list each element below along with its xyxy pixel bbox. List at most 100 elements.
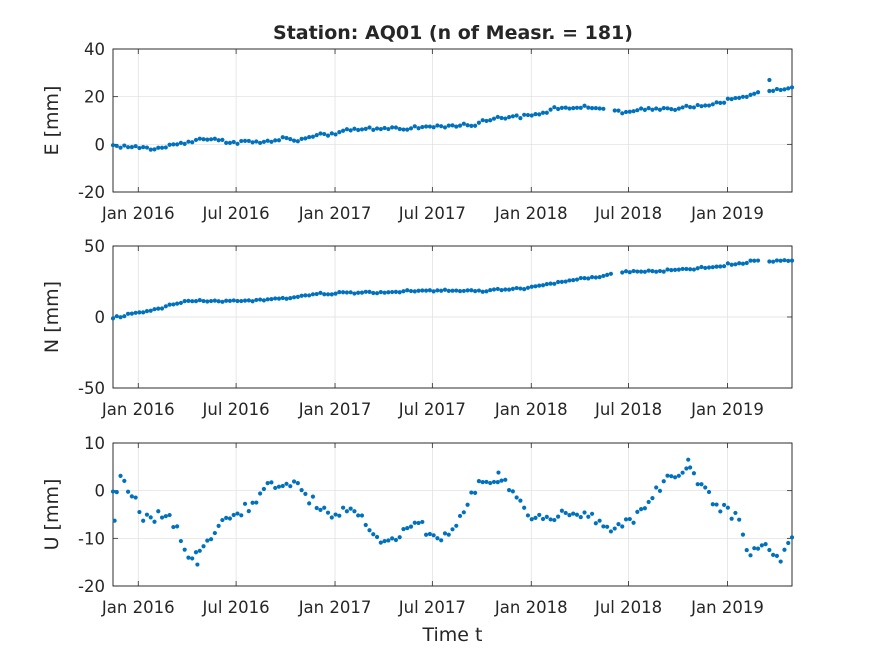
subplots: -20 0 20 40 Jan 2016 Jul 2016 Jan 2017 Jul 2017…: [41, 40, 795, 646]
data-point: [706, 103, 712, 108]
y-tick-label: 10: [84, 434, 105, 453]
data-point: [446, 288, 451, 293]
data-point: [680, 470, 685, 475]
data-point: [672, 475, 678, 480]
data-point: [571, 278, 576, 283]
data-point: [152, 147, 157, 152]
data-point: [774, 258, 780, 263]
data-point: [258, 491, 263, 496]
data-point: [212, 136, 217, 141]
data-point: [163, 514, 168, 519]
data-point: [665, 473, 670, 478]
data-point: [427, 288, 432, 293]
data-point: [786, 540, 791, 546]
x-tick-label: Jan 2018: [494, 204, 568, 223]
data-point: [254, 297, 259, 303]
data-point: [393, 537, 399, 543]
data-point: [341, 505, 346, 510]
data-point: [325, 292, 331, 297]
data-point: [110, 489, 116, 494]
data-point: [291, 295, 297, 300]
data-point: [156, 509, 161, 514]
data-point: [291, 138, 297, 143]
data-point: [586, 105, 591, 110]
data-point: [748, 258, 753, 263]
data-point: [578, 105, 583, 110]
data-point: [450, 527, 455, 532]
data-point: [533, 515, 538, 520]
data-point: [265, 297, 270, 302]
data-point: [435, 536, 440, 541]
y-tick-label: 0: [95, 135, 106, 154]
data-point: [307, 293, 312, 298]
data-point: [722, 264, 727, 269]
data-point: [503, 287, 508, 292]
data-point: [744, 94, 749, 99]
x-tick-label: Jan 2018: [494, 400, 568, 419]
x-tick-label: Jan 2018: [494, 598, 568, 617]
data-point: [386, 126, 391, 132]
data-point: [371, 532, 376, 537]
data-point: [344, 509, 349, 514]
data-point: [442, 125, 448, 130]
data-point: [337, 513, 342, 518]
data-point: [378, 126, 383, 132]
data-point: [680, 266, 685, 272]
data-point: [740, 261, 746, 266]
data-point: [201, 544, 206, 549]
data-point: [359, 290, 365, 295]
data-point: [329, 131, 334, 136]
data-point: [616, 108, 621, 113]
data-point: [356, 513, 361, 518]
data-point: [348, 506, 353, 511]
data-point: [710, 502, 715, 507]
data-point: [567, 278, 572, 283]
y-tick-label: -10: [78, 529, 105, 548]
data-point: [774, 553, 780, 559]
data-point: [420, 519, 425, 525]
data-point: [352, 291, 357, 296]
data-point: [589, 511, 595, 516]
data-point: [182, 299, 187, 304]
data-point: [299, 293, 304, 298]
x-tick-label: Jul 2018: [594, 598, 662, 617]
data-point: [529, 284, 534, 289]
data-point: [333, 132, 338, 137]
data-point: [356, 290, 361, 295]
data-point: [525, 112, 531, 118]
data-point: [212, 298, 217, 303]
data-point: [193, 137, 199, 143]
data-point: [499, 115, 504, 121]
data-point: [748, 92, 753, 97]
data-point: [457, 123, 463, 128]
data-point: [261, 139, 266, 144]
data-point: [163, 145, 168, 150]
data-point: [646, 106, 651, 111]
data-point: [544, 110, 549, 115]
data-point: [789, 535, 795, 540]
data-point: [405, 288, 410, 293]
data-point: [759, 543, 764, 548]
data-point: [224, 298, 229, 303]
data-point: [133, 310, 138, 315]
x-tick-label: Jan 2019: [690, 400, 764, 419]
data-point: [318, 131, 323, 136]
data-point: [125, 489, 131, 494]
data-point: [748, 553, 753, 558]
data-point: [578, 275, 583, 281]
data-point: [239, 138, 244, 144]
data-point: [774, 86, 780, 92]
data-point: [680, 105, 685, 110]
data-point: [514, 495, 519, 500]
data-point: [310, 292, 316, 297]
data-point: [122, 143, 127, 148]
data-point: [665, 106, 670, 111]
data-point: [491, 116, 497, 121]
subplot-north: -50 0 50 Jan 2016 Jul 2016 Jan 2017 Jul 2017 Ja…: [41, 237, 795, 419]
data-point: [382, 125, 387, 131]
data-point: [258, 297, 263, 302]
data-point: [601, 524, 606, 529]
data-point: [473, 490, 478, 495]
data-point: [156, 306, 161, 311]
data-point: [639, 507, 644, 512]
